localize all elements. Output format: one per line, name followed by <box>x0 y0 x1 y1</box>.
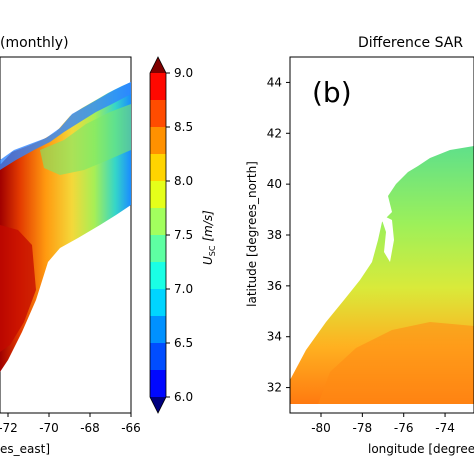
right-ytick-label: 40 <box>267 177 282 191</box>
right-y-axis: 32 34 36 38 40 42 44 <box>267 75 290 395</box>
right-panel-label: (b) <box>312 76 352 109</box>
colorbar-label: USC [m/s] <box>201 210 217 265</box>
colorbar: 6.0 6.5 7.0 7.5 8.0 8.5 9.0 USC [m/s] <box>149 56 217 414</box>
colorbar-extend-max <box>150 57 166 73</box>
right-ytick-label: 42 <box>267 126 282 140</box>
right-xtick-label: -80 <box>311 421 331 435</box>
colorbar-segment <box>150 289 166 316</box>
right-panel: Difference SAR (b) 32 34 36 38 40 42 44 -80 -78… <box>245 35 474 456</box>
left-map-deep-water <box>0 225 36 352</box>
colorbar-segment <box>150 208 166 235</box>
right-ytick-label: 36 <box>267 279 282 293</box>
colorbar-segment <box>150 100 166 127</box>
colorbar-segments <box>150 73 166 397</box>
colorbar-segment <box>150 73 166 100</box>
right-ytick-label: 44 <box>267 75 282 89</box>
colorbar-extend-min <box>150 397 166 413</box>
colorbar-segment <box>150 181 166 208</box>
right-ytick-label: 34 <box>267 330 282 344</box>
right-x-axis: -80 -78 -76 -74 <box>311 413 455 435</box>
colorbar-segment <box>150 235 166 262</box>
left-panel: (monthly) -72 -70 -68 -66 es_east] <box>0 35 141 456</box>
right-xtick-label: -78 <box>353 421 373 435</box>
colorbar-tick-label: 6.0 <box>174 390 193 404</box>
right-x-axis-label: longitude [degree <box>368 442 474 456</box>
colorbar-label-units: [m/s] <box>201 210 215 242</box>
left-xtick-label: -72 <box>0 421 18 435</box>
colorbar-label-subscript: SC <box>208 245 217 256</box>
left-map-inshore-green <box>40 104 131 175</box>
colorbar-tick-label: 7.5 <box>174 228 193 242</box>
colorbar-segment <box>150 343 166 370</box>
colorbar-tick-label: 8.5 <box>174 120 193 134</box>
right-xtick-label: -76 <box>394 421 414 435</box>
colorbar-tick-label: 7.0 <box>174 282 193 296</box>
left-x-axis: -72 -70 -68 -66 es_east] <box>0 413 141 456</box>
colorbar-tick-label: 8.0 <box>174 174 193 188</box>
colorbar-segment <box>150 316 166 343</box>
colorbar-tick-label: 9.0 <box>174 66 193 80</box>
right-y-axis-label: latitude [degrees_north] <box>245 161 259 307</box>
colorbar-segment <box>150 127 166 154</box>
colorbar-segment <box>150 154 166 181</box>
colorbar-segment <box>150 262 166 289</box>
colorbar-segment <box>150 370 166 397</box>
left-x-axis-label: es_east] <box>0 442 50 456</box>
right-xtick-label: -74 <box>435 421 455 435</box>
colorbar-label-symbol: U <box>201 256 215 265</box>
left-xtick-label: -66 <box>121 421 141 435</box>
left-map-coastal-band <box>0 82 131 170</box>
right-map-bay <box>380 214 394 262</box>
colorbar-tick-label: 6.5 <box>174 336 193 350</box>
right-map-warm-patch <box>318 322 474 404</box>
right-ytick-label: 38 <box>267 228 282 242</box>
right-ytick-label: 32 <box>267 381 282 395</box>
right-panel-title: Difference SAR <box>358 35 463 51</box>
colorbar-ticks: 6.0 6.5 7.0 7.5 8.0 8.5 9.0 <box>166 66 193 404</box>
left-panel-title: (monthly) <box>0 35 69 51</box>
left-xtick-label: -70 <box>39 421 59 435</box>
left-xtick-label: -68 <box>80 421 100 435</box>
